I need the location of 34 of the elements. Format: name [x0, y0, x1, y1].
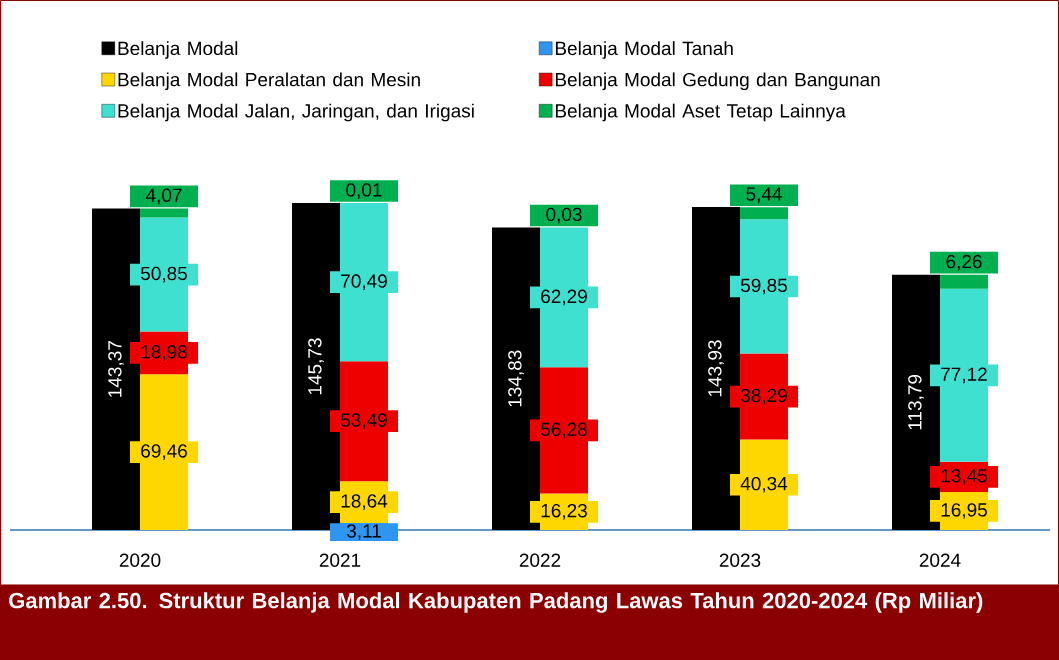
legend-label: Belanja Modal Aset Tetap Lainnya	[555, 103, 846, 122]
legend-label: Belanja Modal Tanah	[555, 41, 733, 59]
text: Gambar 2.50. Struktur Belanja Modal Kabupaten Padang Lawas Tahun 2020-2024 (Rp Miliar)	[9, 592, 983, 613]
data-label: 18,64	[341, 494, 388, 510]
data-label: 53,49	[341, 413, 387, 430]
legend-label: Belanja Modal Peralatan dan Mesin	[118, 72, 420, 91]
data-label: 40,34	[740, 476, 788, 493]
data-label: 38,29	[740, 388, 787, 405]
data-label: 59,85	[740, 278, 787, 295]
x-tick-label: 2023	[719, 553, 761, 567]
x-tick-label: 2024	[919, 553, 961, 567]
legend-label: Belanja Modal	[118, 41, 238, 59]
data-label: 113,79	[908, 374, 924, 430]
data-label: 6,26	[946, 254, 982, 271]
data-label: 62,29	[541, 289, 587, 306]
legend-label: Belanja Modal Jalan, Jaringan, dan Irigasi	[118, 103, 474, 122]
data-label: 69,46	[141, 444, 187, 460]
data-label: 56,28	[540, 422, 587, 439]
data-label: 0,03	[546, 207, 582, 224]
data-label: 50,85	[141, 266, 187, 283]
x-tick-label: 2022	[519, 553, 561, 567]
x-tick-label: 2021	[319, 553, 361, 567]
data-label: 143,93	[708, 340, 724, 397]
data-label: 16,95	[941, 503, 987, 519]
legend-label: Belanja Modal Gedung dan Bangunan	[555, 72, 880, 91]
data-label: 5,44	[746, 187, 782, 203]
data-label: 0,01	[346, 183, 382, 199]
data-label: 70,49	[341, 274, 387, 290]
data-label: 4,07	[145, 188, 182, 205]
data-label: 143,37	[108, 341, 124, 397]
data-label: 77,12	[941, 367, 987, 384]
data-label: 134,83	[508, 350, 524, 407]
x-tick-label: 2020	[119, 553, 161, 567]
data-label: 145,73	[308, 338, 324, 395]
